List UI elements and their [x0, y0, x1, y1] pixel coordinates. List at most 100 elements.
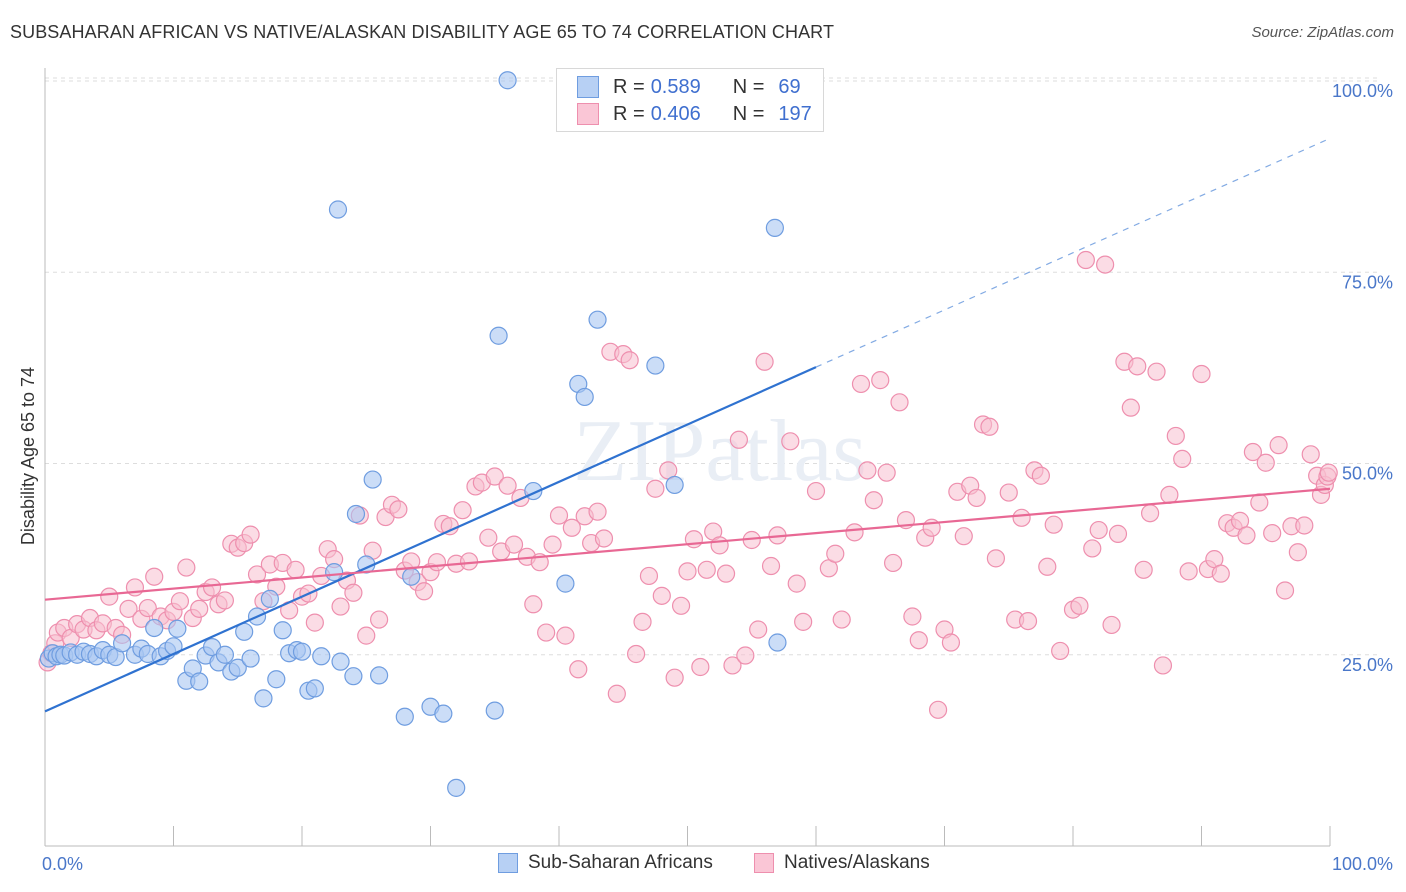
sub-saharan-africans-point — [402, 567, 421, 586]
natives-alaskans-point — [697, 560, 716, 579]
sub-saharan-africans-point — [312, 647, 331, 666]
natives-alaskans-point — [1192, 364, 1211, 384]
natives-alaskans-point — [556, 626, 575, 645]
legend-n-label: N = — [732, 75, 765, 98]
natives-alaskans-point — [607, 684, 626, 703]
natives-alaskans-point — [806, 481, 826, 501]
natives-alaskans-point — [633, 612, 652, 631]
natives-alaskans-point — [671, 596, 691, 615]
sub-saharan-africans-point — [447, 778, 466, 797]
natives-alaskans-point — [986, 549, 1006, 568]
natives-alaskans-point — [1038, 557, 1057, 576]
axes — [44, 68, 1331, 847]
natives-alaskans-point — [858, 461, 877, 480]
y-tick-label: 100.0% — [1332, 81, 1393, 101]
natives-alaskans-point — [1018, 611, 1038, 631]
natives-alaskans-point — [1211, 564, 1230, 583]
sub-saharan-africans-point — [168, 619, 187, 638]
sub-saharan-africans-point — [363, 470, 382, 489]
natives-alaskans-point — [498, 476, 517, 495]
natives-alaskans-point — [190, 599, 209, 618]
natives-alaskans-point — [1256, 453, 1275, 472]
natives-alaskans-point — [883, 553, 903, 573]
natives-alaskans-point — [427, 553, 447, 572]
natives-alaskans-point — [716, 564, 736, 583]
sub-saharan-africans-point — [556, 574, 575, 593]
sub-saharan-africans-point — [145, 618, 164, 638]
sub-saharan-africans-point — [575, 387, 594, 407]
sub-saharan-africans-point — [344, 667, 363, 686]
natives-alaskans-point — [331, 597, 350, 616]
legend-swatch-pink — [577, 103, 599, 125]
natives-alaskans-point — [646, 479, 665, 498]
sub-saharan-africans-point — [331, 652, 350, 671]
natives-alaskans-point — [177, 558, 196, 577]
natives-alaskans-point — [594, 529, 614, 548]
natives-alaskans-point — [453, 501, 472, 520]
natives-alaskans-point — [485, 467, 504, 486]
stats-legend: R = 0.589 N = 69 R = 0.406 N = 197 — [556, 68, 824, 132]
legend-row-pink: R = 0.406 N = 197 — [577, 101, 812, 127]
natives-alaskans-point — [626, 644, 646, 664]
natives-alaskans-point — [691, 657, 710, 677]
natives-alaskans-point — [286, 560, 305, 579]
y-tick-labels: 25.0% 50.0% 75.0% 100.0% — [1332, 81, 1393, 675]
natives-alaskans-point — [344, 583, 363, 602]
natives-alaskans-point — [1295, 516, 1314, 535]
natives-alaskans-point — [1070, 596, 1089, 615]
natives-alaskans-point — [826, 544, 845, 563]
legend-r-value: 0.589 — [650, 75, 701, 98]
sub-saharan-africans-point — [346, 504, 366, 524]
sub-saharan-africans-point — [370, 666, 389, 685]
natives-alaskans-point — [215, 591, 234, 610]
natives-alaskans-point — [851, 374, 871, 394]
x-tick-label: 100.0% — [1332, 854, 1393, 874]
natives-alaskans-point — [941, 633, 961, 652]
natives-alaskans-point — [954, 527, 973, 546]
natives-alaskans-point — [1153, 656, 1173, 675]
natives-alaskans-point — [1128, 357, 1147, 376]
natives-alaskans-point — [1173, 449, 1192, 469]
natives-alaskans-point — [170, 592, 190, 611]
natives-alaskans-point — [871, 371, 890, 390]
natives-alaskans-point — [652, 586, 671, 605]
natives-alaskans-point — [864, 491, 883, 510]
natives-alaskans-point — [414, 582, 434, 601]
trend-lines — [44, 137, 1331, 713]
natives-alaskans-point — [138, 598, 157, 618]
y-axis-label: Disability Age 65 to 74 — [18, 367, 38, 545]
natives-alaskans-point — [1051, 641, 1070, 661]
sub-saharan-africans-point — [273, 621, 292, 640]
natives-alaskans-point — [1108, 524, 1128, 543]
natives-alaskans-point — [736, 646, 755, 665]
natives-alaskans-point — [723, 656, 742, 675]
natives-alaskans-point — [761, 556, 781, 576]
natives-alaskans-point — [479, 528, 498, 547]
natives-alaskans-point — [1121, 398, 1140, 417]
legend-item-sub-saharan: Sub-Saharan Africans — [498, 852, 713, 874]
sub-saharan-africans-point — [228, 658, 247, 677]
natives-alaskans-point — [504, 535, 524, 554]
sub-saharan-africans-point — [305, 679, 324, 698]
sub-saharan-africans-point — [292, 642, 312, 661]
legend-swatch-pink — [754, 853, 774, 873]
sub-saharan-africans-point — [765, 218, 784, 237]
sub-saharan-africans-point — [768, 633, 787, 652]
natives-alaskans-point — [370, 610, 389, 629]
natives-alaskans-point — [1237, 526, 1256, 545]
legend-swatch-blue — [498, 853, 518, 873]
natives-alaskans-point — [1275, 581, 1295, 600]
natives-alaskans-point — [202, 578, 222, 597]
natives-alaskans-point — [999, 483, 1018, 502]
natives-alaskans-point — [928, 700, 948, 719]
natives-alaskans-point — [562, 518, 581, 537]
natives-alaskans-point — [1089, 520, 1108, 540]
natives-alaskans-point — [524, 595, 543, 614]
natives-alaskans-point — [543, 535, 562, 554]
natives-alaskans-point — [967, 488, 986, 508]
legend-label-sub-saharan: Sub-Saharan Africans — [528, 852, 713, 873]
natives-alaskans-point — [877, 463, 896, 482]
natives-alaskans-point — [145, 567, 164, 586]
legend-r-label: R = — [613, 102, 645, 125]
legend-item-natives: Natives/Alaskans — [754, 852, 930, 874]
